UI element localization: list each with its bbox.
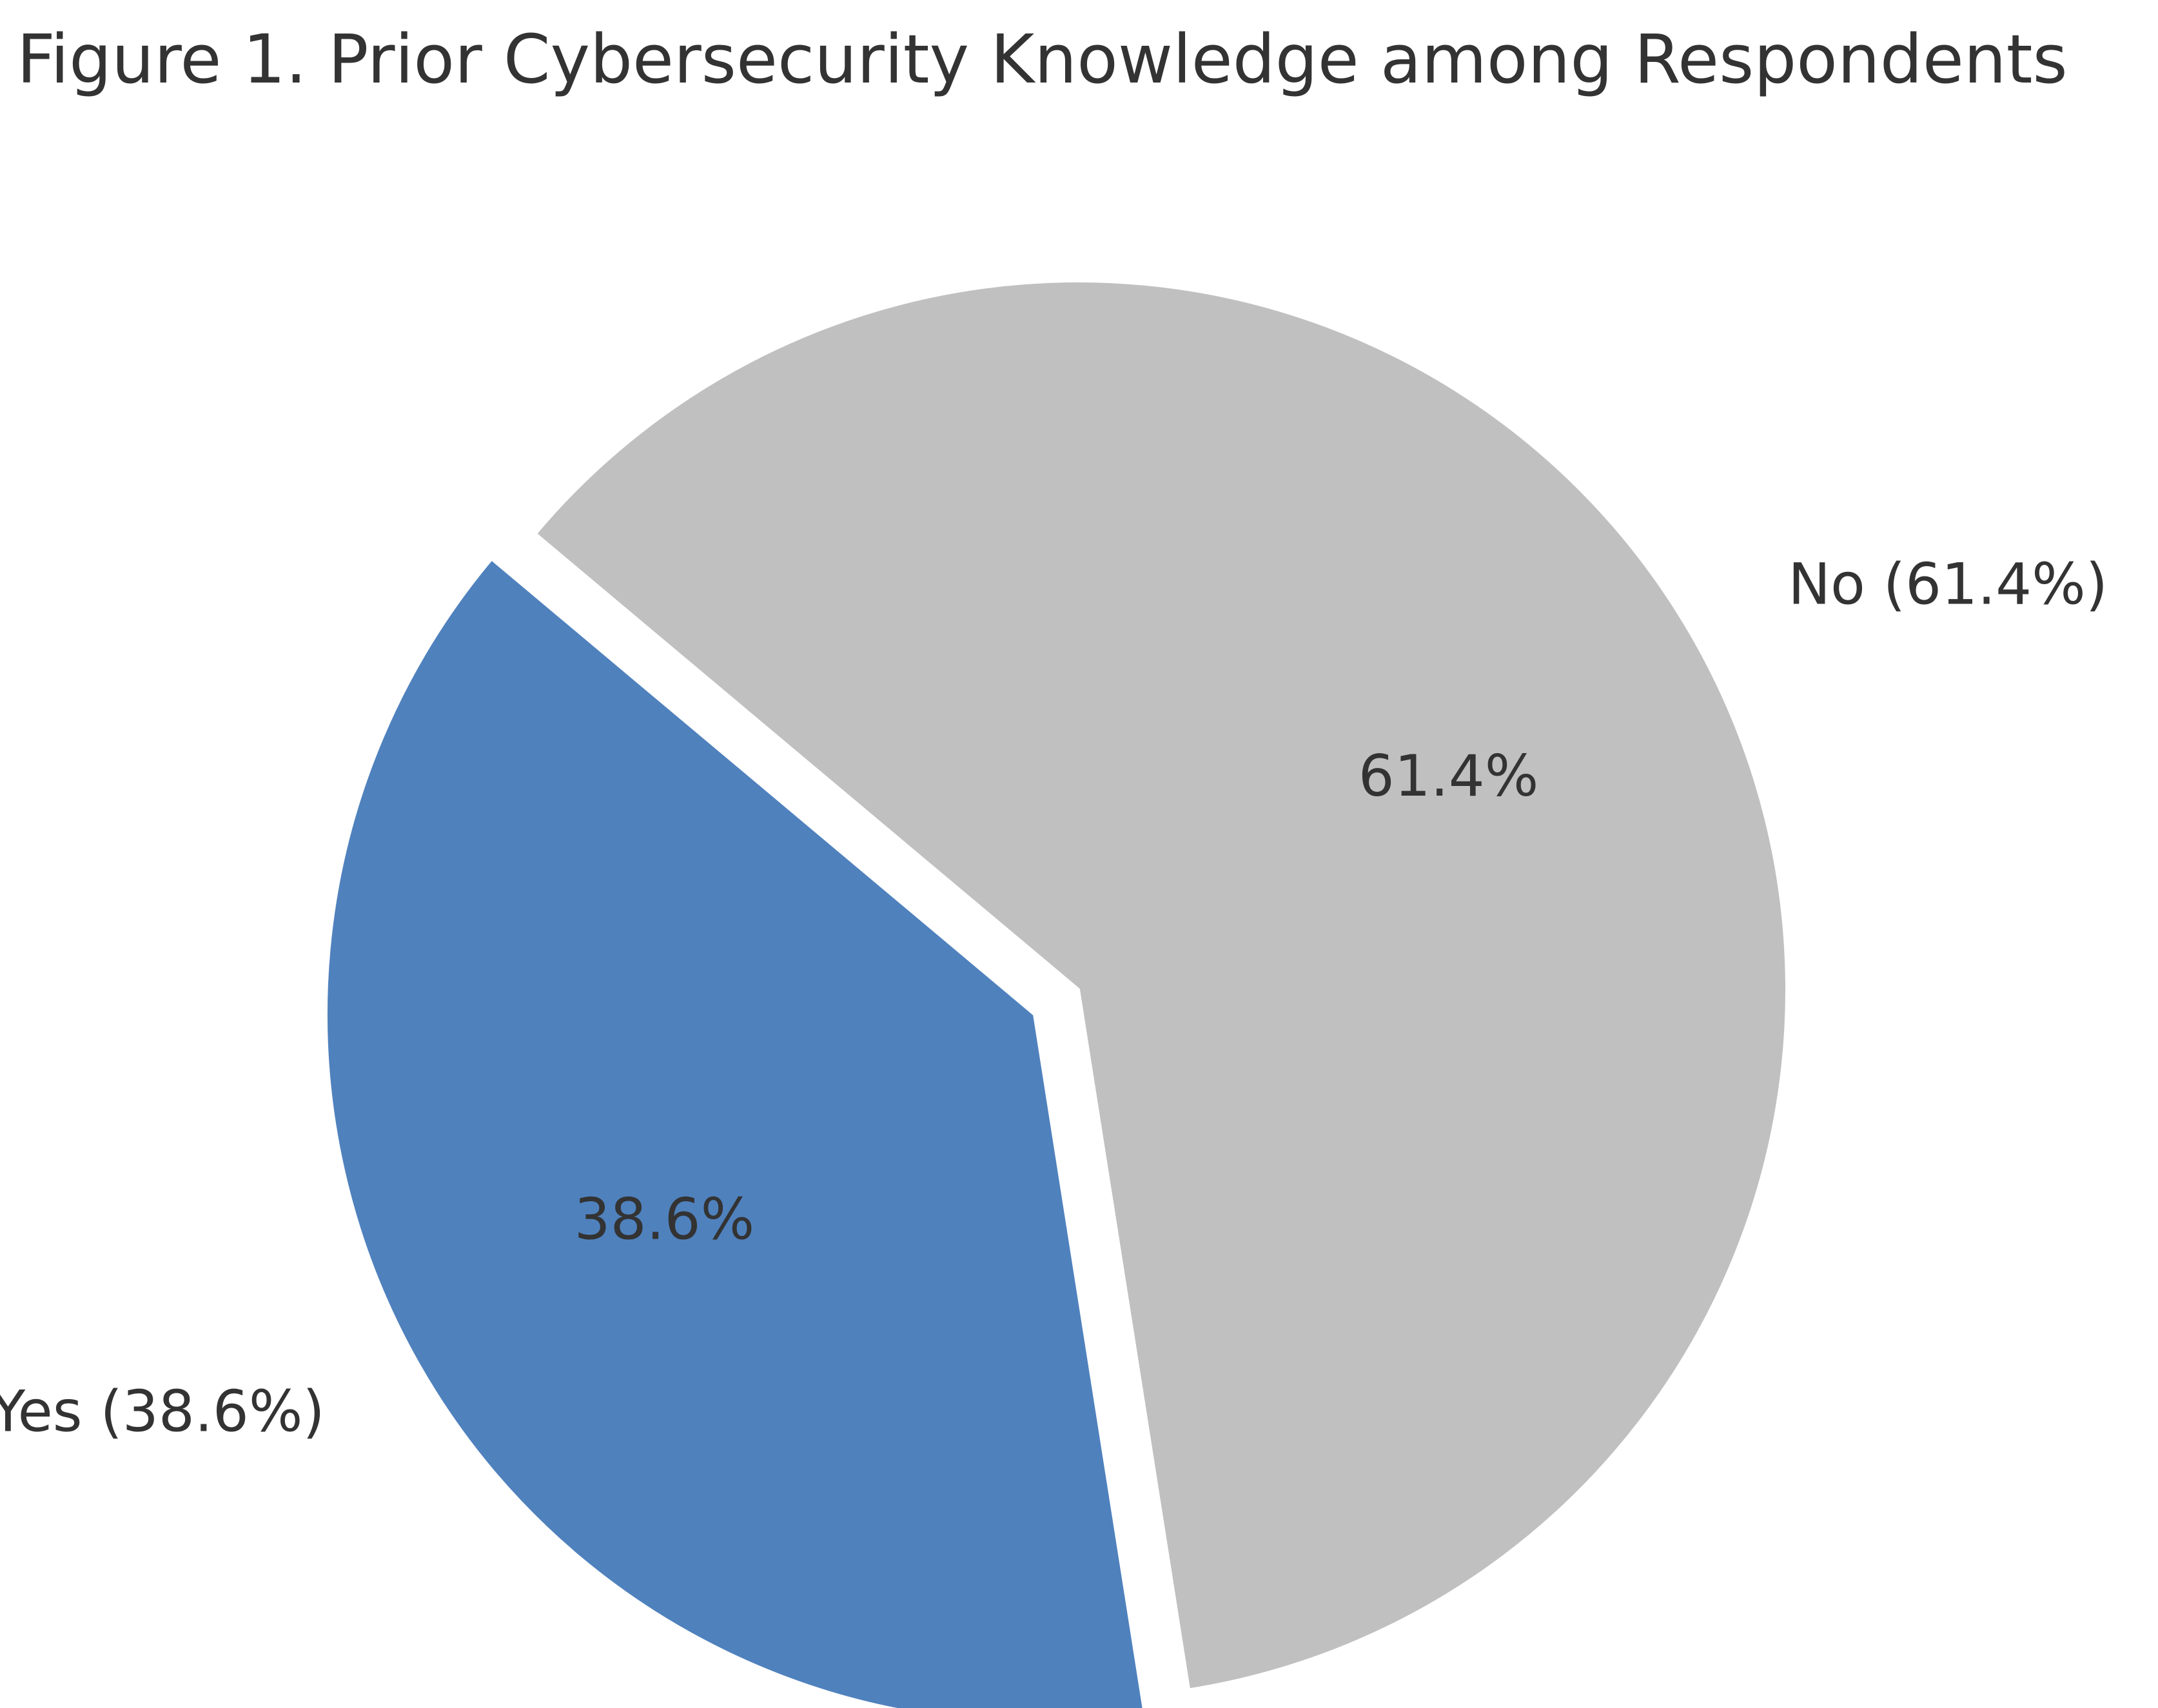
slice-percent-label: 61.4% (1359, 743, 1539, 809)
slice-category-label: No (61.4%) (1788, 551, 2108, 617)
pie-slice-no (533, 279, 1789, 1693)
slice-percent-label: 38.6% (574, 1186, 755, 1253)
chart-title: Figure 1. Prior Cybersecurity Knowledge … (17, 20, 2068, 99)
slice-category-label: Yes (38.6%) (0, 1378, 325, 1444)
pie-slice-yes (323, 556, 1146, 1708)
